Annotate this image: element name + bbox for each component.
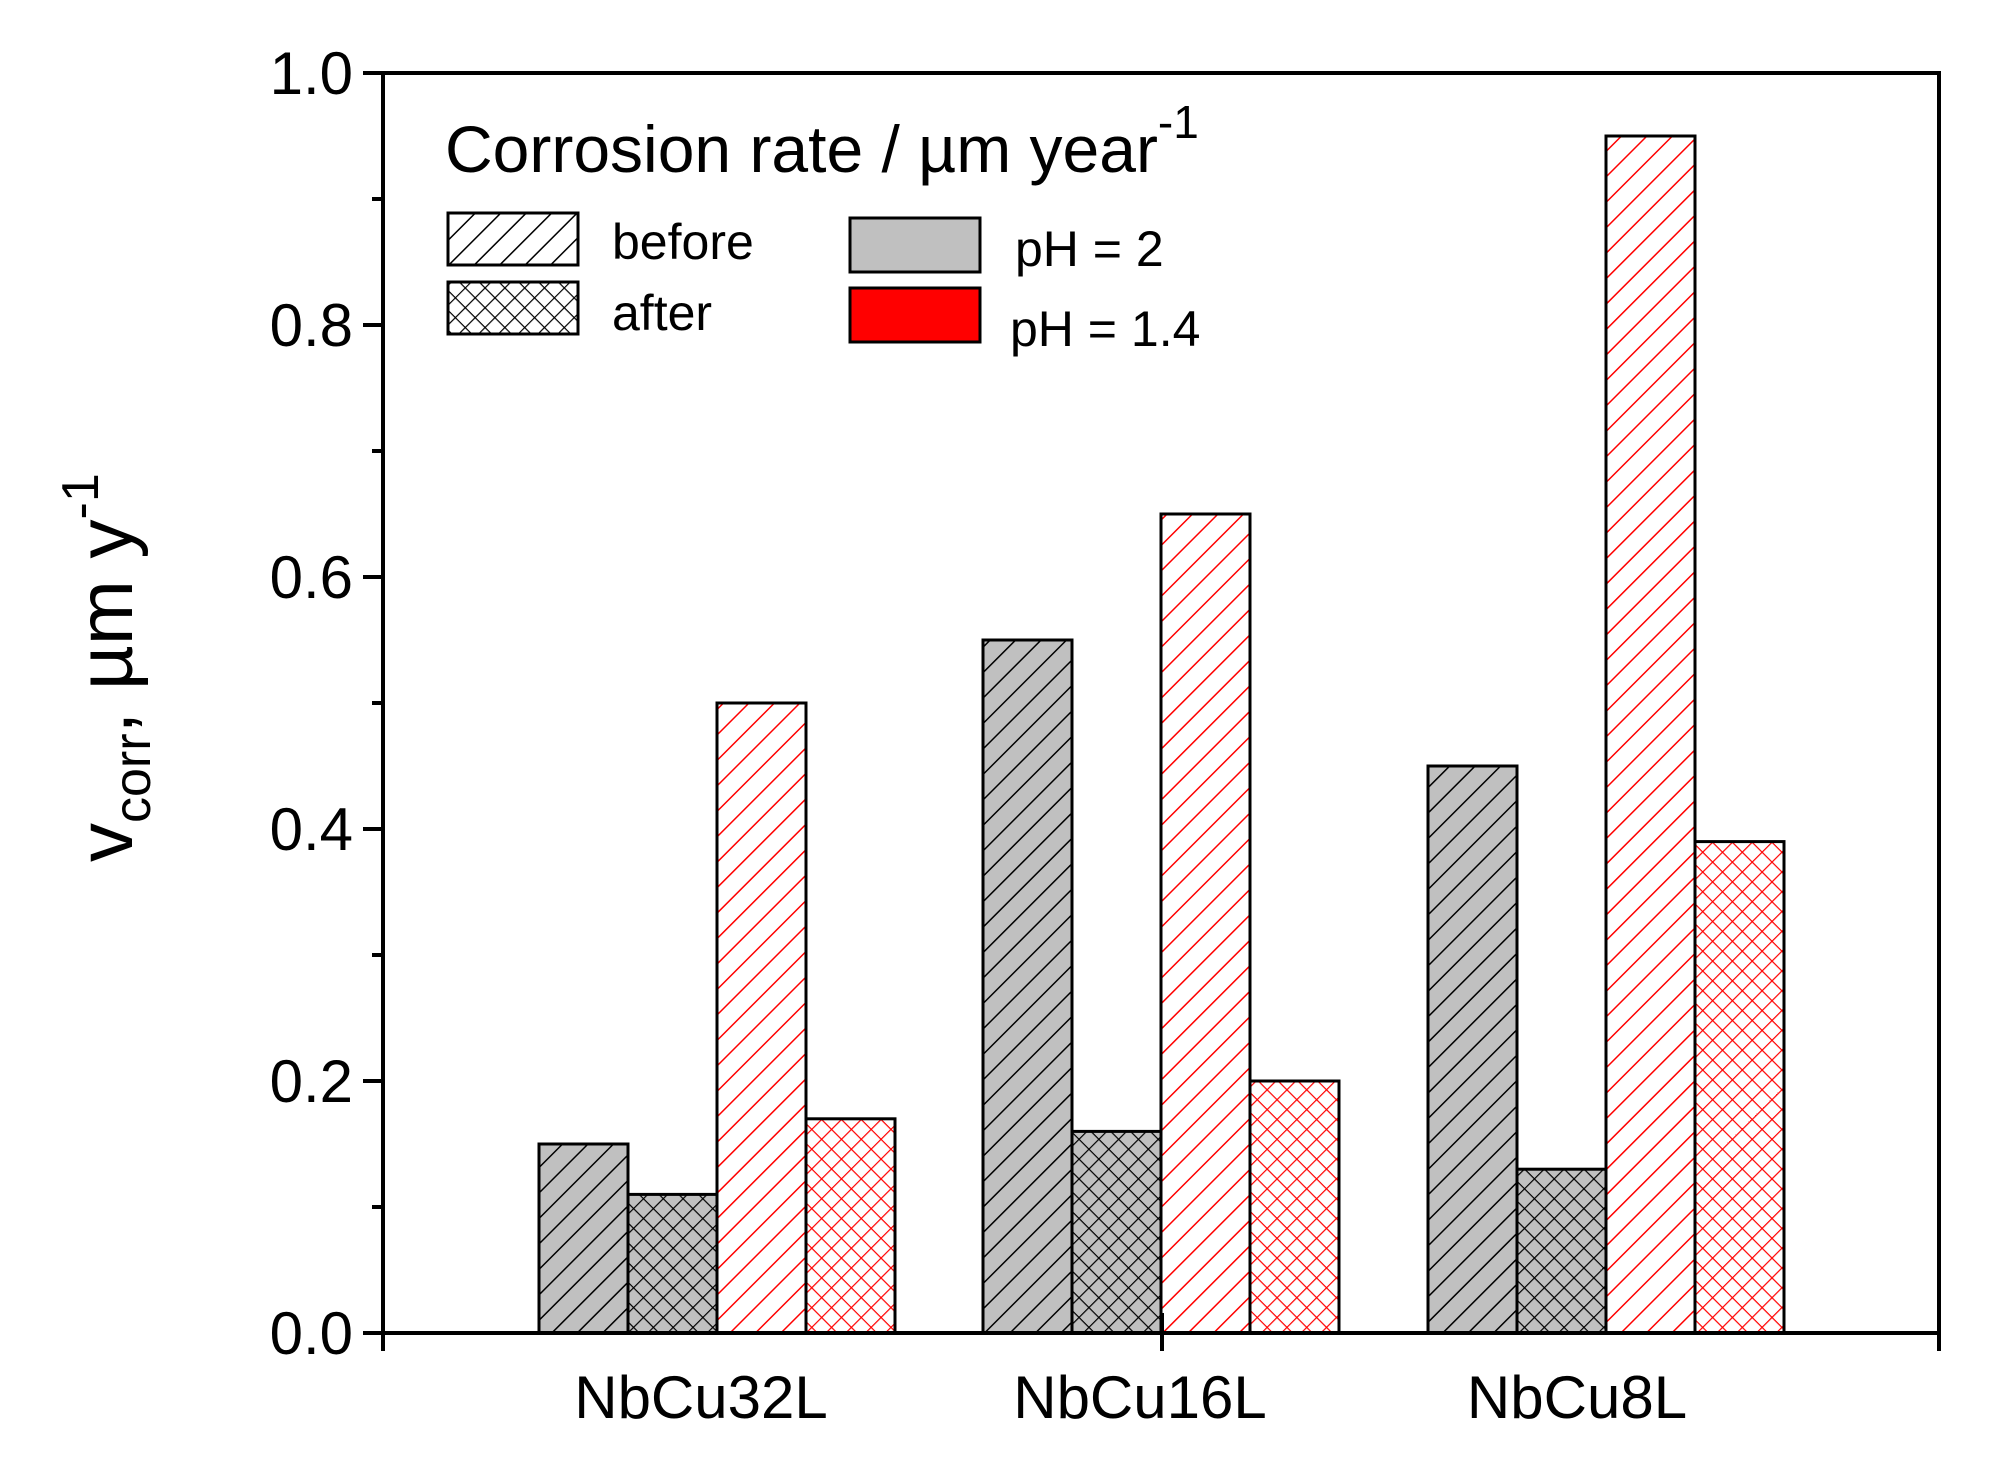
bar-nbcu16l-before-ph2 bbox=[981, 638, 1074, 1335]
y-tick-label: 0.6 bbox=[270, 544, 353, 611]
legend-swatch-before bbox=[446, 211, 580, 267]
y-tick-label: 0.4 bbox=[270, 796, 353, 863]
legend-label-ph14: pH = 1.4 bbox=[1010, 301, 1200, 357]
legend-title: Corrosion rate / µm year-1 bbox=[445, 96, 1199, 186]
y-label-main: v bbox=[61, 823, 149, 862]
bar-nbcu8l-after-ph14 bbox=[1693, 840, 1786, 1335]
bar-nbcu16l-after-ph14 bbox=[1248, 1079, 1341, 1335]
legend-title-text: Corrosion rate / µm year bbox=[445, 112, 1158, 186]
bar-nbcu32l-before-ph14 bbox=[715, 701, 808, 1335]
axes-group: 0.0 0.2 0.4 0.6 0.8 1.0 NbCu32L NbCu16L NbCu8L bbox=[270, 40, 1941, 1431]
y-label-sup: -1 bbox=[52, 473, 110, 519]
y-tick-label: 0.0 bbox=[270, 1300, 353, 1367]
y-tick-label: 0.2 bbox=[270, 1048, 353, 1115]
y-tick-label: 1.0 bbox=[270, 40, 353, 107]
legend-title-sup: -1 bbox=[1158, 96, 1199, 148]
legend-swatch-after bbox=[446, 280, 580, 336]
x-category-label: NbCu16L bbox=[1013, 1364, 1267, 1431]
bar-nbcu32l-after-ph14 bbox=[804, 1117, 897, 1335]
legend: Corrosion rate / µm year-1 before after … bbox=[445, 96, 1200, 357]
legend-label-before: before bbox=[612, 214, 754, 270]
y-label-sub: corr bbox=[104, 733, 162, 823]
x-category-label: NbCu8L bbox=[1467, 1364, 1687, 1431]
bar-nbcu16l-before-ph14 bbox=[1159, 512, 1252, 1335]
bar-nbcu32l-before-ph2 bbox=[537, 1142, 630, 1335]
y-tick-label: 0.8 bbox=[270, 292, 353, 359]
bar-nbcu8l-before-ph14 bbox=[1604, 134, 1697, 1335]
legend-swatch-ph2 bbox=[848, 216, 982, 274]
legend-label-after: after bbox=[612, 285, 712, 341]
bar-nbcu8l-after-ph2 bbox=[1515, 1167, 1608, 1335]
legend-swatch-ph14 bbox=[848, 286, 982, 344]
y-axis-label: vcorr, µm y-1 bbox=[52, 473, 162, 862]
bar-nbcu32l-after-ph2 bbox=[626, 1192, 719, 1335]
bar-nbcu16l-after-ph2 bbox=[1070, 1129, 1163, 1335]
bar-nbcu8l-before-ph2 bbox=[1426, 764, 1519, 1335]
bars-group bbox=[537, 134, 1786, 1335]
x-category-label: NbCu32L bbox=[574, 1364, 828, 1431]
y-label-rest: , µm y bbox=[61, 520, 149, 734]
legend-label-ph2: pH = 2 bbox=[1015, 221, 1164, 277]
